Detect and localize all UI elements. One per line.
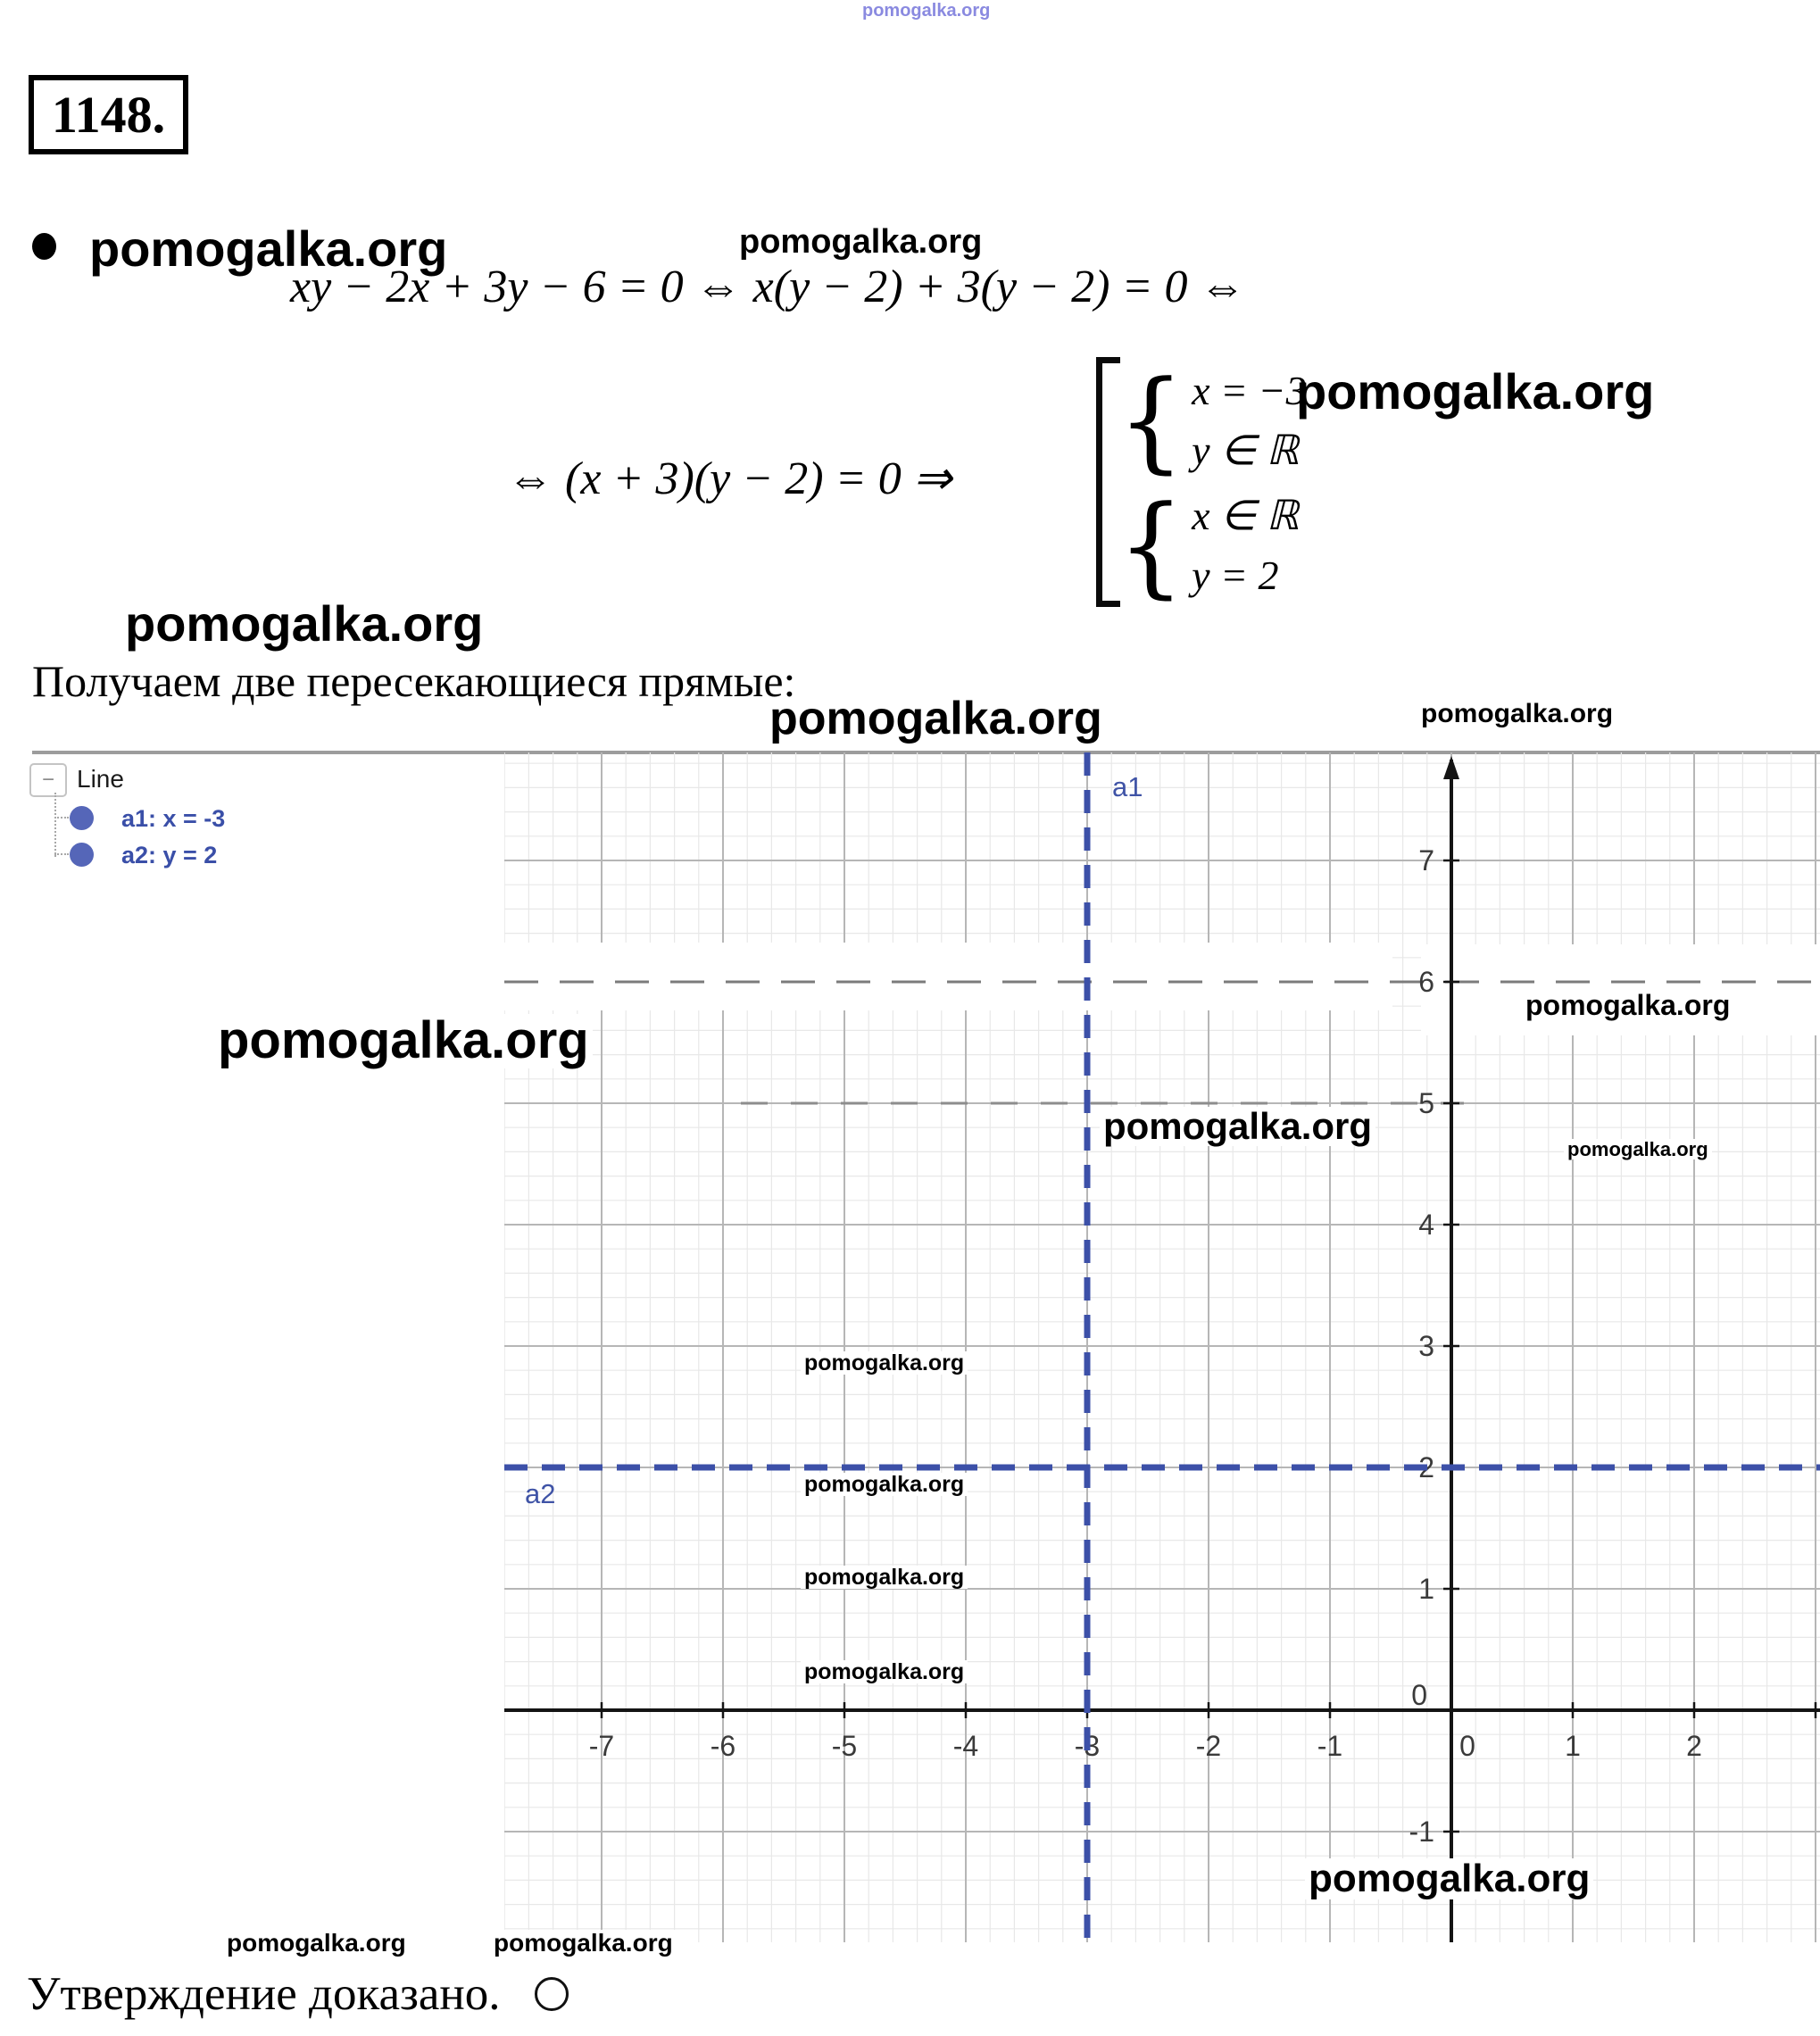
brace-icon: { xyxy=(1118,356,1185,485)
line-label-a1: a1 xyxy=(1112,771,1143,802)
tick-label: -1 xyxy=(1409,1816,1434,1848)
problem-number: 1148. xyxy=(51,86,166,144)
watermark: pomogalka.org xyxy=(739,223,983,261)
tick-label: -7 xyxy=(589,1730,614,1762)
end-of-proof-circle xyxy=(534,1977,569,2011)
legend-item-a2: a2: y = 2 xyxy=(121,842,218,868)
line-label-a2: a2 xyxy=(525,1478,556,1509)
case-group-2: { x ∈ ℝ y = 2 xyxy=(1118,484,1299,607)
tick-label: -2 xyxy=(1196,1730,1221,1762)
minus-icon: − xyxy=(41,768,54,792)
watermark: pomogalka.org xyxy=(1100,1106,1376,1147)
tick-label: 4 xyxy=(1418,1209,1434,1241)
watermark: pomogalka.org xyxy=(125,595,484,652)
tick-label: 1 xyxy=(1418,1573,1434,1605)
legend-item-a1: a1: x = -3 xyxy=(121,805,226,832)
legend-title: Line xyxy=(77,765,124,793)
tick-label: -5 xyxy=(832,1730,857,1762)
watermark: pomogalka.org xyxy=(1522,990,1734,1021)
tick-label: 0 xyxy=(1459,1730,1475,1762)
legend-tree-line xyxy=(54,793,56,857)
watermark: pomogalka.org xyxy=(1305,1857,1594,1900)
watermark: pomogalka.org xyxy=(1564,1139,1712,1159)
legend-collapse-button: − xyxy=(29,763,67,797)
y-axis-arrow-icon xyxy=(1443,756,1459,779)
legend-tree-line xyxy=(54,817,69,819)
watermark: pomogalka.org xyxy=(801,1351,968,1375)
brace-icon: { xyxy=(1118,481,1185,610)
tick-label: 5 xyxy=(1418,1087,1434,1119)
tick-label: 1 xyxy=(1565,1730,1581,1762)
bullet-point xyxy=(32,233,56,260)
watermark: pomogalka.org xyxy=(801,1660,968,1683)
equation-line-1: xy − 2x + 3y − 6 = 0 ⇔ x(y − 2) + 3(y − … xyxy=(290,262,1246,312)
case1-row2: y ∈ ℝ xyxy=(1192,428,1299,473)
tick-label: 3 xyxy=(1418,1330,1434,1362)
watermark: pomogalka.org xyxy=(769,693,1102,744)
case-system: { x = −3 y ∈ ℝ { x ∈ ℝ y = 2 xyxy=(1096,357,1328,609)
watermark: pomogalka.org xyxy=(1421,699,1614,728)
watermark: pomogalka.org xyxy=(801,1473,968,1496)
tick-label: 2 xyxy=(1686,1730,1702,1762)
graph-canvas: -7-6-5-4-3-2-101276543210-1 xyxy=(504,752,1820,1942)
tick-label: -4 xyxy=(953,1730,978,1762)
system-bracket xyxy=(1096,357,1120,607)
conclusion-text: Утверждение доказано. xyxy=(27,1968,501,2020)
legend-dot-a2 xyxy=(70,843,94,867)
watermark: pomogalka.org xyxy=(223,1930,410,1956)
watermark: pomogalka.org xyxy=(89,220,448,277)
watermark: pomogalka.org xyxy=(1296,363,1655,420)
tick-label: -6 xyxy=(711,1730,735,1762)
conclusion-line: Утверждение доказано. xyxy=(27,1967,569,2021)
tick-label: 6 xyxy=(1418,966,1434,998)
graph-panel-border xyxy=(32,751,1820,754)
tick-label: 7 xyxy=(1418,844,1434,877)
case-group-1: { x = −3 y ∈ ℝ xyxy=(1118,359,1307,482)
legend-tree-line xyxy=(54,853,69,855)
equation-line-2: ⇔ (x + 3)(y − 2) = 0 ⇒ xyxy=(507,453,952,504)
tick-label: 0 xyxy=(1411,1679,1427,1711)
watermark: pomogalka.org xyxy=(862,1,991,21)
watermark: pomogalka.org xyxy=(801,1566,968,1589)
watermark: pomogalka.org xyxy=(490,1930,677,1956)
case1-row1: x = −3 xyxy=(1192,368,1307,413)
problem-number-box: 1148. xyxy=(29,75,188,154)
watermark: pomogalka.org xyxy=(214,1013,593,1068)
case2-row2: y = 2 xyxy=(1192,553,1279,598)
intro-text: Получаем две пересекающиеся прямые: xyxy=(32,656,796,706)
case2-row1: x ∈ ℝ xyxy=(1192,493,1299,538)
tick-label: -1 xyxy=(1317,1730,1342,1762)
legend-dot-a1 xyxy=(70,806,94,830)
white-patch xyxy=(504,943,1392,1010)
